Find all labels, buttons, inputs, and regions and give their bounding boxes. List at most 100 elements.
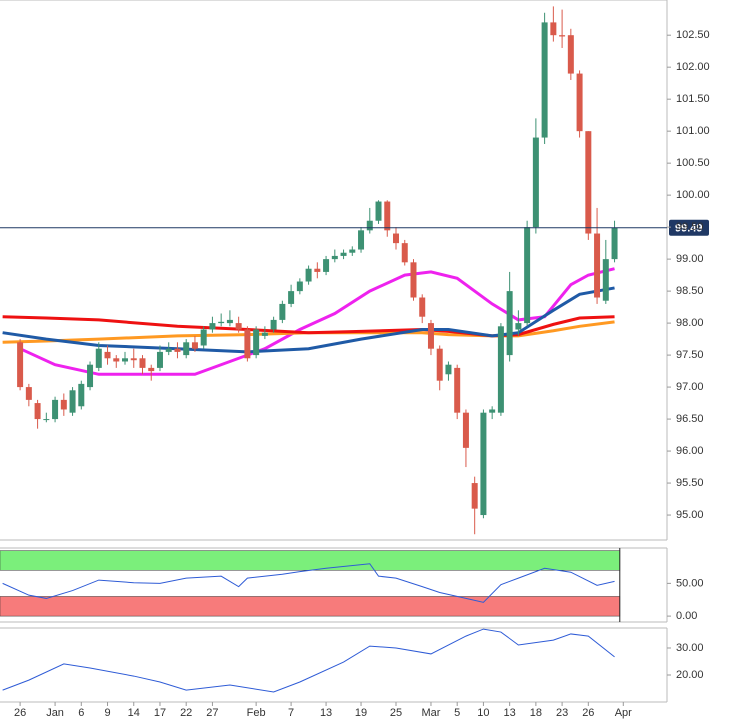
candle-body <box>209 323 216 330</box>
candle-body <box>427 323 434 349</box>
candle-body <box>148 367 155 372</box>
candle-body <box>541 22 548 138</box>
y-tick-label: 50.00 <box>676 577 704 589</box>
y-tick-label: 98.00 <box>676 317 704 329</box>
candle-body <box>611 227 618 260</box>
candle-body <box>576 73 583 132</box>
candle-body <box>130 358 137 361</box>
x-tick-label: 26 <box>14 707 26 719</box>
y-tick-label: 101.00 <box>676 125 710 137</box>
candle-body <box>191 342 198 349</box>
candle-body <box>331 255 338 260</box>
candle-body <box>244 329 251 359</box>
candle-body <box>279 303 286 320</box>
candle-body <box>139 358 146 368</box>
candle-body <box>226 319 233 324</box>
candle-body <box>78 383 85 407</box>
last-price-box <box>669 219 709 236</box>
candle-body <box>349 249 356 253</box>
candle-body <box>393 233 400 244</box>
y-tick-label: 0.00 <box>676 610 697 622</box>
y-tick-label: 30.00 <box>676 642 704 654</box>
x-tick-label: Jan <box>46 707 64 719</box>
candle-body <box>253 329 260 356</box>
candle-body <box>87 364 94 388</box>
y-tick-label: 100.00 <box>676 189 710 201</box>
x-tick-label: 13 <box>320 707 332 719</box>
y-tick-label: 97.00 <box>676 381 704 393</box>
x-tick-label: 26 <box>582 707 594 719</box>
candle-body <box>585 131 592 234</box>
candle-body <box>445 364 452 375</box>
candle-body <box>69 390 76 413</box>
candle-body <box>602 259 609 301</box>
candle-body <box>506 291 513 356</box>
candle-body <box>174 348 181 352</box>
candle-body <box>471 483 478 509</box>
y-tick-label: 99.00 <box>676 253 704 265</box>
y-tick-label: 96.00 <box>676 445 704 457</box>
y-tick-label: 98.50 <box>676 285 704 297</box>
candle-body <box>25 387 32 400</box>
candle-body <box>323 259 330 272</box>
candle-body <box>594 233 601 298</box>
candle-body <box>43 419 50 421</box>
y-tick-label: 97.50 <box>676 349 704 361</box>
candle-body <box>156 351 163 368</box>
candle-body <box>410 262 417 298</box>
y-tick-label: 95.00 <box>676 509 704 521</box>
candle-body <box>497 326 504 413</box>
y-tick-label: 20.00 <box>676 669 704 681</box>
x-tick-label: Mar <box>421 707 440 719</box>
x-tick-label: 17 <box>154 707 166 719</box>
candle-body <box>314 268 321 272</box>
candle-body <box>436 348 443 381</box>
x-tick-label: 5 <box>454 707 460 719</box>
candle-body <box>524 227 531 324</box>
x-tick-label: 18 <box>530 707 542 719</box>
band <box>0 550 621 571</box>
x-tick-label: 9 <box>104 707 110 719</box>
candle-body <box>113 358 120 362</box>
x-tick-label: 19 <box>355 707 367 719</box>
candle-body <box>419 297 426 317</box>
y-tick-label: 100.50 <box>676 157 710 169</box>
candle-body <box>183 342 190 356</box>
candle-body <box>95 348 102 368</box>
y-tick-label: 99.50 <box>676 221 704 233</box>
candle-body <box>305 268 312 282</box>
indicator-line <box>2 628 615 693</box>
candle-body <box>60 399 67 410</box>
candle-body <box>270 319 277 330</box>
x-tick-label: 13 <box>504 707 516 719</box>
candle-body <box>17 342 24 388</box>
y-tick-label: 102.50 <box>676 29 710 41</box>
candle-body <box>559 35 566 37</box>
moving-average <box>2 286 615 354</box>
candle-body <box>515 323 522 330</box>
candle-body <box>296 281 303 292</box>
candle-body <box>104 351 111 359</box>
x-tick-label: Feb <box>247 707 266 719</box>
x-tick-label: 23 <box>556 707 568 719</box>
candle-body <box>165 348 172 352</box>
candle-body <box>340 252 347 256</box>
candle-body <box>375 201 382 221</box>
moving-average <box>2 320 615 344</box>
x-tick-label: 6 <box>78 707 84 719</box>
moving-average <box>2 315 615 338</box>
candle-body <box>532 137 539 228</box>
candle-body <box>200 329 207 346</box>
candle-body <box>52 399 59 420</box>
band <box>0 596 621 617</box>
candle-body <box>480 412 487 516</box>
x-tick-label: 14 <box>128 707 140 719</box>
candle-body <box>567 35 574 74</box>
candle-body <box>489 409 496 413</box>
y-tick-label: 102.00 <box>676 61 710 73</box>
candle-body <box>454 367 461 413</box>
x-tick-label: Apr <box>615 707 632 719</box>
candle-body <box>235 323 242 330</box>
last-price-label: 99.49 <box>675 223 703 235</box>
